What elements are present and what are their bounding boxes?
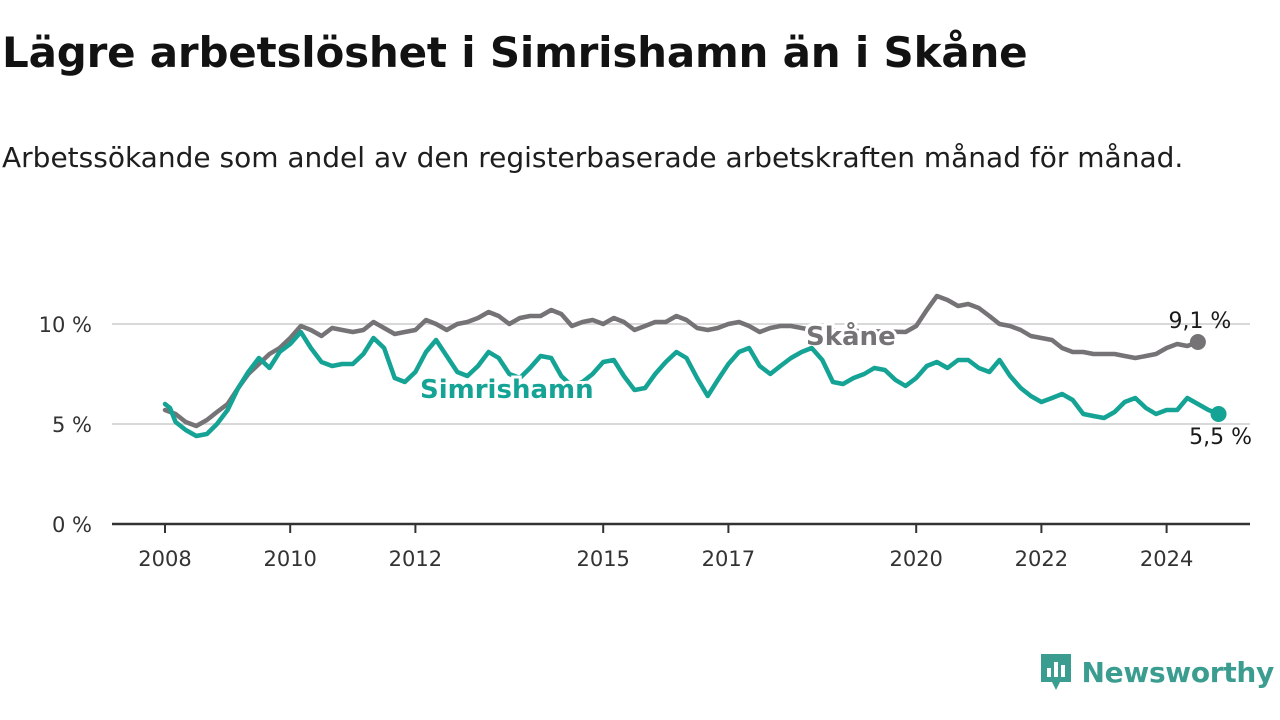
x-tick-label: 2017 (702, 547, 755, 571)
series-name-label: Simrishamn (420, 375, 594, 405)
x-tick-label: 2010 (263, 547, 316, 571)
x-tick-label: 2008 (138, 547, 191, 571)
chart-title: Lägre arbetslöshet i Simrishamn än i Skå… (2, 28, 1028, 77)
x-tick-label: 2015 (576, 547, 629, 571)
line-chart: 0 % 5 % 10 % 2008 2010 2012 2015 2017 2020 2022 20… (39, 293, 1252, 571)
series-line (162, 329, 1221, 439)
series-end-label: 5,5 % (1189, 425, 1252, 450)
series-line (162, 293, 1201, 429)
series-end-dot (1210, 406, 1227, 422)
x-tick-label: 2024 (1140, 547, 1193, 571)
y-tick-label: 10 % (39, 313, 92, 337)
chart-subtitle: Arbetssökande som andel av den registerb… (2, 141, 1184, 174)
y-tick-label: 0 % (52, 513, 92, 537)
brand-name: Newsworthy (1081, 655, 1275, 689)
newsworthy-logo-icon (1040, 654, 1071, 690)
x-tick-label: 2012 (389, 547, 442, 571)
x-tick-label: 2020 (889, 547, 942, 571)
series-end-label: 9,1 % (1168, 309, 1231, 334)
y-tick-label: 5 % (52, 413, 92, 437)
brand-logo: Newsworthy (1038, 652, 1274, 692)
x-tick-label: 2022 (1015, 547, 1068, 571)
series-end-dot (1189, 334, 1206, 350)
series-name-label: Skåne (806, 320, 896, 352)
